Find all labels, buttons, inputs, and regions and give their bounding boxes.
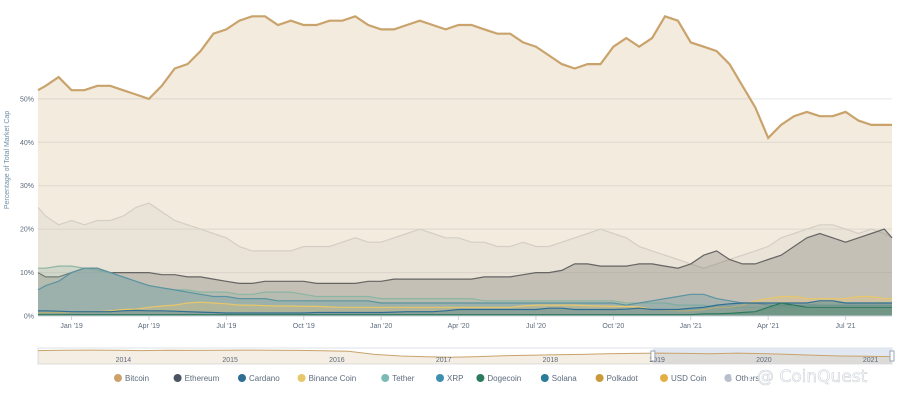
navigator-year-label: 2014 <box>116 357 132 364</box>
x-tick-label: Oct '20 <box>602 323 624 330</box>
legend-item-tether[interactable]: Tether <box>381 374 415 383</box>
watermark: @ CoinQuest <box>731 366 868 387</box>
y-axis-label: Percentage of Total Market Cap <box>4 111 11 209</box>
legend-label: USD Coin <box>671 374 707 383</box>
legend-item-binance-coin[interactable]: Binance Coin <box>297 374 357 383</box>
navigator-left-handle[interactable] <box>650 350 656 362</box>
legend-label: Ethereum <box>185 374 220 383</box>
legend-marker <box>297 374 306 382</box>
x-tick-label: Jul '21 <box>836 323 856 330</box>
y-tick-label: 10% <box>20 270 34 277</box>
navigator-year-label: 2021 <box>863 357 879 364</box>
y-axis-ticks: 0% 10% 20% 30% 40% 50% <box>20 96 34 320</box>
navigator-year-label: 2020 <box>756 357 772 364</box>
x-tick-label: Apr '20 <box>448 323 470 330</box>
x-tick-label: Jan '21 <box>680 323 702 330</box>
x-tick-label: Jul '19 <box>216 323 236 330</box>
x-tick-label: Jul '20 <box>526 323 546 330</box>
legend-marker <box>540 374 549 382</box>
legend-marker <box>381 374 390 382</box>
y-tick-label: 20% <box>20 227 34 234</box>
legend-label: Tether <box>392 374 415 383</box>
x-tick-label: Oct '19 <box>293 323 315 330</box>
legend-marker <box>114 374 122 382</box>
legend-marker <box>595 374 604 382</box>
legend-label: Others <box>735 374 759 383</box>
others-area <box>38 203 892 316</box>
legend-marker <box>476 374 485 382</box>
y-tick-label: 50% <box>20 96 34 103</box>
x-tick-label: Jan '20 <box>370 323 392 330</box>
x-tick-label: Apr '21 <box>757 323 779 330</box>
legend-item-ethereum[interactable]: Ethereum <box>173 374 220 383</box>
range-navigator[interactable]: 2014 2015 2016 2017 2018 2019 2020 2021 <box>37 347 895 365</box>
x-tick-label: Apr '19 <box>138 323 160 330</box>
navigator-year-label: 2019 <box>649 357 665 364</box>
watermark-text: @ CoinQuest <box>757 367 868 387</box>
bitcoin-line <box>37 14 892 140</box>
navigator-year-label: 2017 <box>436 357 452 364</box>
tether-area <box>38 266 892 316</box>
legend-label: Polkadot <box>607 374 639 383</box>
legend: Bitcoin Ethereum Cardano Binance Coin Tether… <box>114 374 759 383</box>
legend-item-cardano[interactable]: Cardano <box>238 374 280 383</box>
y-tick-label: 40% <box>20 140 34 147</box>
legend-label: Bitcoin <box>125 374 149 383</box>
legend-label: Cardano <box>249 374 280 383</box>
dogecoin-line <box>38 302 892 316</box>
legend-label: Binance Coin <box>309 374 357 383</box>
bitcoin-area <box>38 16 892 317</box>
cardano-area <box>38 300 892 316</box>
legend-item-usd-coin[interactable]: USD Coin <box>660 374 707 383</box>
xrp-area <box>38 268 892 316</box>
y-tick-label: 0% <box>24 314 34 321</box>
legend-marker <box>436 374 444 382</box>
y-tick-label: 30% <box>20 183 34 190</box>
navigator-year-label: 2016 <box>329 357 345 364</box>
legend-label: Dogecoin <box>487 374 521 383</box>
legend-item-dogecoin[interactable]: Dogecoin <box>476 374 521 383</box>
legend-item-xrp[interactable]: XRP <box>436 374 463 383</box>
legend-marker <box>173 374 182 382</box>
legend-item-bitcoin[interactable]: Bitcoin <box>114 374 149 383</box>
legend-item-others[interactable]: Others <box>724 374 759 383</box>
x-axis-ticks: Jan '19 Apr '19 Jul '19 Oct '19 Jan '20 Apr '… <box>38 315 892 330</box>
cardano-line <box>38 300 892 314</box>
others-line <box>37 202 893 269</box>
navigator-line <box>37 349 893 358</box>
navigator-year-label: 2018 <box>543 357 559 364</box>
binance-coin-line <box>38 295 892 314</box>
legend-label: XRP <box>447 374 463 383</box>
ethereum-line <box>37 228 893 284</box>
area-series <box>37 14 893 317</box>
legend-label: Solana <box>552 374 577 383</box>
legend-item-solana[interactable]: Solana <box>540 374 577 383</box>
navigator-year-label: 2015 <box>222 357 238 364</box>
x-tick-label: Jan '19 <box>60 323 82 330</box>
watermark-logo-icon <box>731 366 751 386</box>
legend-item-polkadot[interactable]: Polkadot <box>595 374 639 383</box>
legend-marker <box>238 374 246 382</box>
legend-marker <box>660 374 668 382</box>
navigator-selection[interactable] <box>652 348 892 364</box>
navigator-right-handle[interactable] <box>889 350 895 362</box>
legend-marker <box>724 374 733 382</box>
